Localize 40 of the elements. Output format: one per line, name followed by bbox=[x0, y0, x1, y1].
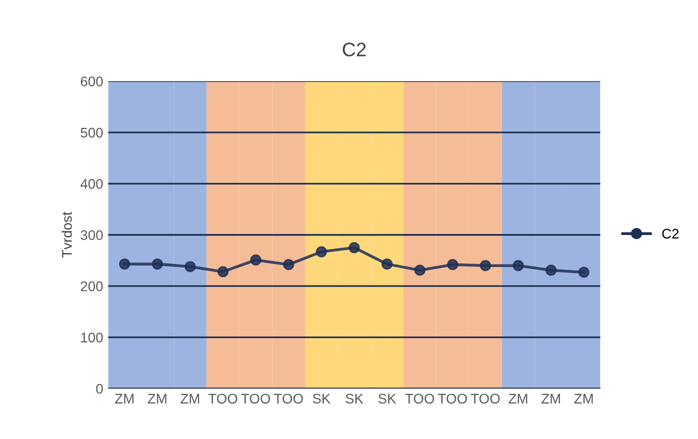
y-tick-label: 100 bbox=[81, 332, 103, 342]
point bbox=[578, 266, 590, 278]
point bbox=[250, 254, 262, 266]
y-tick-label: 200 bbox=[80, 281, 103, 292]
point bbox=[512, 260, 524, 272]
point bbox=[381, 258, 393, 270]
y-tick-label: 0 bbox=[96, 384, 103, 394]
x-tick-label: TOO bbox=[405, 394, 434, 404]
x-tick-label: ZM bbox=[148, 394, 166, 404]
point bbox=[184, 261, 196, 272]
point bbox=[217, 266, 229, 278]
x-tick-label: TOO bbox=[274, 394, 303, 404]
y-tick-label: 300 bbox=[80, 230, 103, 240]
x-tick-label: ZM bbox=[115, 394, 134, 404]
point bbox=[546, 264, 557, 276]
point bbox=[348, 242, 360, 254]
point bbox=[447, 259, 458, 270]
chart-title: C2 bbox=[342, 42, 366, 56]
point bbox=[480, 260, 492, 272]
point bbox=[119, 258, 130, 270]
y-tick-label: 600 bbox=[80, 76, 103, 86]
point bbox=[152, 258, 163, 270]
y-tick-label: 500 bbox=[80, 128, 103, 138]
x-tick-label: ZM bbox=[574, 394, 593, 404]
y-axis-title: Tvrdost bbox=[62, 212, 72, 258]
x-tick-label: TOO bbox=[241, 394, 270, 404]
x-tick-label: ZM bbox=[180, 394, 200, 404]
legend-label: C2 bbox=[662, 228, 679, 239]
x-tick-label: TOO bbox=[470, 394, 500, 404]
point bbox=[283, 259, 294, 270]
point bbox=[316, 246, 327, 258]
x-tick-label: ZM bbox=[508, 394, 528, 404]
x-tick-label: SK bbox=[346, 394, 364, 404]
x-tick-label: SK bbox=[312, 394, 331, 404]
y-tick-label: 400 bbox=[80, 178, 103, 189]
x-tick-label: ZM bbox=[541, 394, 560, 404]
x-tick-label: SK bbox=[378, 394, 396, 404]
x-tick-label: TOO bbox=[208, 394, 238, 404]
x-tick-label: TOO bbox=[438, 394, 467, 404]
point bbox=[414, 264, 426, 276]
